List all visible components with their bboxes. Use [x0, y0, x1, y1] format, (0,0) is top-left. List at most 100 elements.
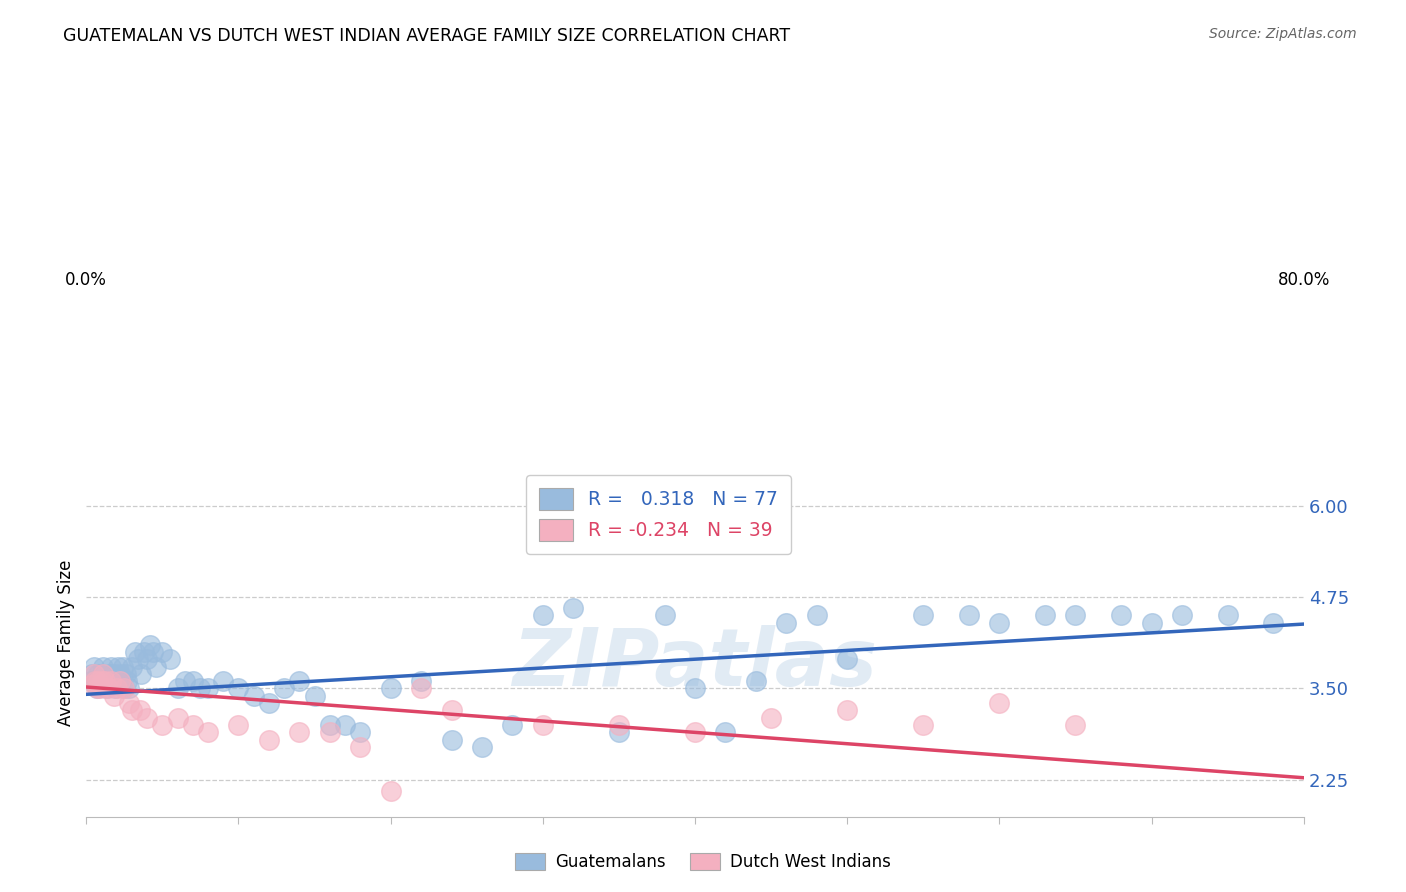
Text: Source: ZipAtlas.com: Source: ZipAtlas.com: [1209, 27, 1357, 41]
Point: [111, 659, 134, 673]
Point: [912, 608, 935, 623]
Point: [112, 681, 135, 696]
Point: [121, 703, 143, 717]
Point: [257, 696, 280, 710]
Point: [1171, 608, 1194, 623]
Point: [127, 652, 149, 666]
Point: [84, 674, 107, 689]
Point: [97, 674, 120, 689]
Point: [1263, 615, 1285, 630]
Point: [501, 718, 523, 732]
Point: [304, 689, 326, 703]
Point: [174, 674, 197, 689]
Text: 0.0%: 0.0%: [65, 271, 107, 289]
Point: [94, 681, 117, 696]
Point: [159, 652, 181, 666]
Point: [84, 674, 107, 689]
Point: [181, 718, 204, 732]
Point: [273, 681, 295, 696]
Point: [349, 739, 371, 754]
Point: [190, 681, 212, 696]
Point: [988, 696, 1011, 710]
Point: [166, 711, 188, 725]
Point: [1140, 615, 1163, 630]
Point: [142, 645, 165, 659]
Point: [531, 608, 554, 623]
Point: [1109, 608, 1132, 623]
Text: 80.0%: 80.0%: [1278, 271, 1330, 289]
Point: [1216, 608, 1239, 623]
Point: [105, 674, 128, 689]
Point: [134, 645, 156, 659]
Point: [100, 659, 122, 673]
Point: [288, 725, 311, 739]
Point: [471, 739, 494, 754]
Text: GUATEMALAN VS DUTCH WEST INDIAN AVERAGE FAMILY SIZE CORRELATION CHART: GUATEMALAN VS DUTCH WEST INDIAN AVERAGE …: [63, 27, 790, 45]
Point: [150, 645, 173, 659]
Point: [103, 666, 125, 681]
Point: [90, 674, 112, 689]
Point: [1064, 718, 1087, 732]
Point: [745, 674, 768, 689]
Point: [89, 681, 111, 696]
Point: [97, 681, 120, 696]
Point: [108, 666, 131, 681]
Point: [86, 681, 108, 696]
Point: [166, 681, 188, 696]
Point: [333, 718, 356, 732]
Point: [683, 681, 706, 696]
Point: [228, 718, 250, 732]
Point: [108, 674, 131, 689]
Point: [150, 718, 173, 732]
Point: [319, 718, 342, 732]
Point: [105, 681, 128, 696]
Point: [531, 718, 554, 732]
Point: [607, 725, 630, 739]
Point: [288, 674, 311, 689]
Point: [93, 674, 115, 689]
Point: [124, 645, 146, 659]
Point: [118, 681, 141, 696]
Point: [128, 703, 150, 717]
Point: [440, 732, 463, 747]
Point: [837, 703, 859, 717]
Point: [98, 666, 121, 681]
Point: [197, 681, 219, 696]
Point: [349, 725, 371, 739]
Text: ZIPatlas: ZIPatlas: [513, 624, 877, 703]
Point: [136, 711, 159, 725]
Point: [806, 608, 828, 623]
Point: [103, 689, 125, 703]
Point: [212, 674, 235, 689]
Point: [607, 718, 630, 732]
Point: [409, 674, 432, 689]
Point: [100, 674, 122, 689]
Point: [87, 666, 110, 681]
Point: [759, 711, 782, 725]
Point: [110, 674, 132, 689]
Point: [228, 681, 250, 696]
Point: [957, 608, 980, 623]
Point: [562, 601, 585, 615]
Point: [145, 659, 167, 673]
Point: [409, 681, 432, 696]
Point: [90, 666, 112, 681]
Point: [83, 666, 105, 681]
Point: [80, 674, 103, 689]
Point: [93, 674, 115, 689]
Point: [380, 784, 402, 798]
Point: [136, 652, 159, 666]
Point: [87, 674, 110, 689]
Point: [129, 666, 152, 681]
Point: [86, 681, 108, 696]
Point: [654, 608, 676, 623]
Point: [775, 615, 797, 630]
Legend: Guatemalans, Dutch West Indians: Guatemalans, Dutch West Indians: [506, 845, 900, 880]
Point: [118, 696, 141, 710]
Point: [121, 659, 143, 673]
Point: [440, 703, 463, 717]
Point: [197, 725, 219, 739]
Point: [91, 659, 114, 673]
Point: [257, 732, 280, 747]
Point: [988, 615, 1011, 630]
